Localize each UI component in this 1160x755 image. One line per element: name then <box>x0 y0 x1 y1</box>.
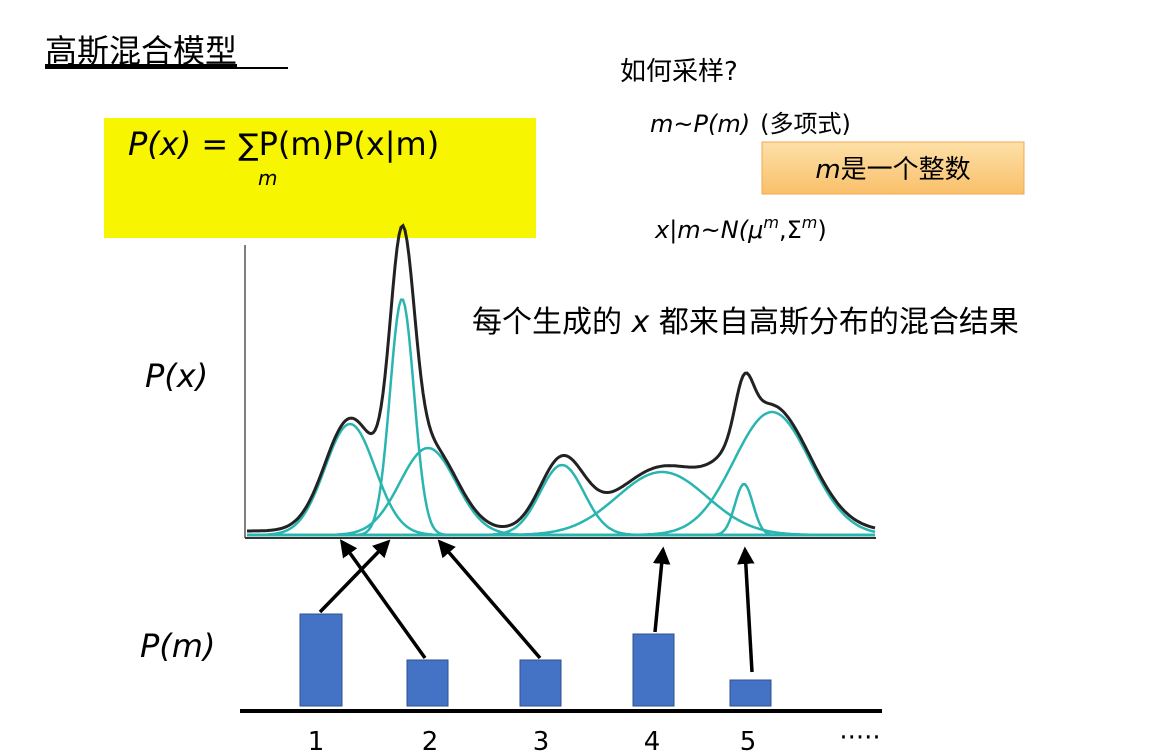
arrow <box>339 539 427 660</box>
statement-after: 都来自高斯分布的混合结果 <box>649 305 1019 340</box>
formula-sub: m <box>258 166 277 190</box>
y-label-bottom: P(m) <box>140 627 215 665</box>
step1: m~P(m) (多项式) <box>650 110 851 138</box>
bar-label: 1 <box>308 727 325 755</box>
step2-lhs: x|m~N( <box>654 216 750 244</box>
bar <box>299 613 343 707</box>
step2-sigma: Σ <box>787 216 802 244</box>
bar <box>406 659 449 707</box>
arrow <box>437 539 542 660</box>
component-curve <box>247 463 875 537</box>
component-curve <box>247 410 876 537</box>
y-label-top: P(x) <box>145 357 208 395</box>
title: 高斯混合模型 <box>45 32 237 70</box>
step2-sup2: m <box>802 213 818 232</box>
formula: P(x) = ∑P(m)P(x|m) <box>128 125 439 163</box>
step2: x|m~N(μm,Σm) <box>654 213 827 244</box>
component-curve <box>247 483 875 537</box>
integer-var: m <box>815 155 840 185</box>
step1-expr: m~P(m) <box>650 110 750 138</box>
component-curve <box>247 422 875 537</box>
bar-label: 3 <box>533 727 550 755</box>
integer-box <box>761 141 1025 195</box>
step2-close: ) <box>817 216 826 244</box>
formula-sum: ∑ <box>238 128 258 163</box>
statement-var: x <box>631 305 650 340</box>
component-curve <box>247 446 875 537</box>
arrow <box>737 546 755 673</box>
integer-text: 是一个整数 <box>841 155 971 185</box>
formula-box <box>104 118 536 238</box>
bar <box>632 633 675 707</box>
step2-sep: , <box>779 216 787 244</box>
ellipsis: ····· <box>839 723 880 753</box>
step2-sup: m <box>763 213 779 232</box>
bar-label: 2 <box>422 727 439 755</box>
bar <box>519 659 562 707</box>
bar-labels: 1 2 3 4 5 <box>308 727 757 755</box>
curves <box>247 223 876 537</box>
bar-label: 4 <box>644 727 661 755</box>
arrow <box>652 546 671 633</box>
bar-label: 5 <box>740 727 757 755</box>
question: 如何采样? <box>620 57 738 87</box>
statement: 每个生成的 x 都来自高斯分布的混合结果 <box>472 305 1019 340</box>
formula-lhs: P(x) = <box>128 125 238 163</box>
integer-note: m是一个整数 <box>815 155 970 185</box>
step2-mu: μ <box>747 216 763 244</box>
bar <box>729 679 772 707</box>
component-curve <box>247 470 875 537</box>
arrows <box>318 539 755 673</box>
mixture-curve <box>247 223 876 533</box>
formula-rhs: P(m)P(x|m) <box>259 125 440 163</box>
arrow <box>318 539 391 614</box>
statement-before: 每个生成的 <box>472 305 632 340</box>
step1-note: (多项式) <box>760 110 851 138</box>
